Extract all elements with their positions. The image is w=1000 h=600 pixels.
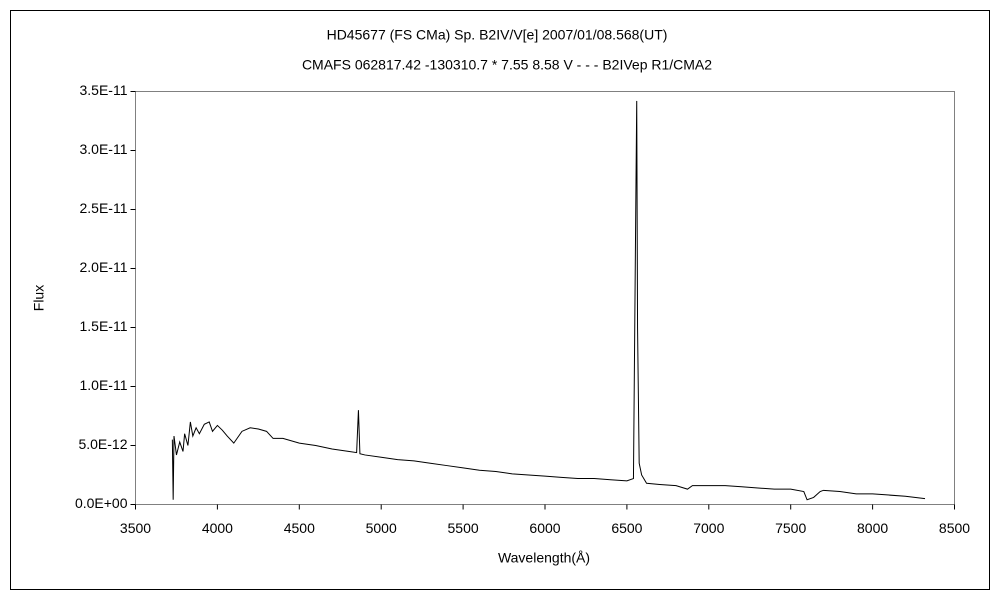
y-tick-label: 1.0E-11: [80, 377, 128, 393]
x-tick-label: 3500: [120, 520, 151, 536]
chart-subtitle: CMAFS 062817.42 -130310.7 * 7.55 8.58 V …: [302, 57, 712, 73]
x-axis-label: Wavelength(Å): [498, 550, 590, 566]
x-tick-label: 6500: [611, 520, 642, 536]
x-tick-label: 8500: [939, 520, 970, 536]
y-tick-label: 3.5E-11: [80, 82, 128, 98]
x-tick-label: 4000: [202, 520, 233, 536]
y-tick-label: 1.5E-11: [80, 318, 128, 334]
chart-title: HD45677 (FS CMa) Sp. B2IV/V[e] 2007/01/0…: [327, 27, 668, 43]
x-tick-label: 7000: [693, 520, 724, 536]
x-tick-label: 5000: [366, 520, 397, 536]
x-tick-label: 8000: [857, 520, 888, 536]
chart-frame: [10, 10, 990, 590]
y-tick-label: 0.0E+00: [75, 495, 128, 511]
spectrum-line: [171, 100, 926, 501]
y-tick-label: 2.5E-11: [80, 200, 128, 216]
x-tick-label: 7500: [775, 520, 806, 536]
y-tick-label: 5.0E-12: [78, 436, 127, 452]
x-tick-label: 5500: [448, 520, 479, 536]
x-tick-label: 4500: [284, 520, 315, 536]
x-tick-label: 6000: [529, 520, 560, 536]
y-tick-label: 2.0E-11: [80, 259, 128, 275]
y-tick-label: 3.0E-11: [80, 141, 128, 157]
y-axis-label: Flux: [31, 285, 47, 311]
